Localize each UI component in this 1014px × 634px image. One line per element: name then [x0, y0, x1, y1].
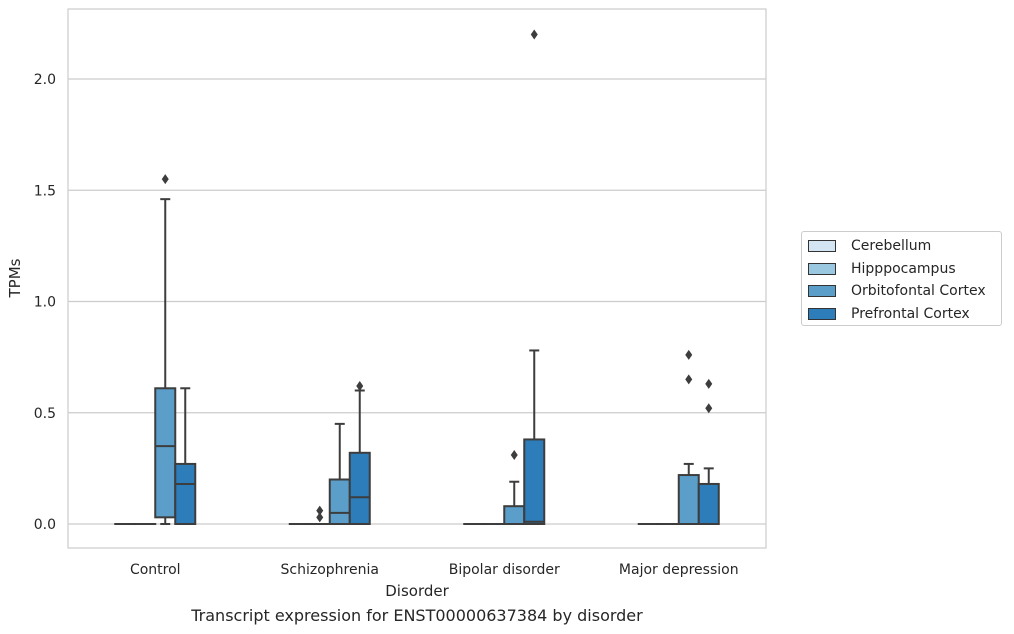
x-tick-label: Bipolar disorder [449, 562, 560, 578]
legend-item: Hipppocampus [808, 258, 1001, 281]
legend-swatch [808, 262, 836, 275]
outlier-point [316, 505, 324, 516]
x-tick-label: Control [130, 562, 181, 578]
box-groups [114, 29, 720, 526]
legend-swatch [808, 240, 836, 253]
y-tick-label: 1.0 [34, 295, 56, 311]
box [677, 474, 700, 525]
box-bipolar-disorder-orbitofontal-cortex [503, 450, 526, 526]
outlier-point [356, 381, 364, 392]
box-control-orbitofontal-cortex [154, 174, 177, 525]
legend-item: Cerebellum [808, 235, 1001, 258]
box [328, 478, 351, 525]
x-tick-label: Major depression [619, 562, 739, 578]
box [503, 505, 526, 526]
y-tick-label: 0.0 [34, 517, 56, 533]
y-tick-label: 2.0 [34, 72, 56, 88]
outlier-point [685, 349, 693, 360]
x-tick-labels: Control Schizophrenia Bipolar disorder Majo… [130, 562, 739, 578]
legend-label: Prefrontal Cortex [851, 305, 970, 322]
outlier-point [510, 450, 518, 461]
outlier-point [161, 174, 169, 185]
y-tick-label: 1.5 [34, 183, 56, 199]
box-control-prefrontal-cortex [174, 387, 197, 525]
outlier-point [530, 29, 538, 40]
box [174, 462, 197, 525]
box-schizophrenia-prefrontal-cortex [348, 381, 371, 525]
legend-item: Orbitofontal Cortex [808, 280, 1001, 303]
outlier-point [685, 374, 693, 385]
box-bipolar-disorder-prefrontal-cortex [523, 29, 546, 526]
legend-label: Cerebellum [851, 238, 932, 255]
x-tick-label: Schizophrenia [281, 562, 379, 578]
legend-label: Orbitofontal Cortex [851, 283, 986, 300]
outlier-point [316, 512, 324, 523]
legend-label: Hipppocampus [851, 260, 956, 277]
box [348, 451, 371, 525]
y-axis-title: TPMs [6, 258, 24, 298]
legend-swatch [808, 307, 836, 320]
box-schizophrenia-hipppocampus [308, 505, 331, 526]
box [523, 438, 546, 526]
outlier-point [705, 378, 713, 389]
x-axis-title: Disorder [385, 582, 449, 600]
legend: Cerebellum Hipppocampus Orbitofontal Corte… [801, 231, 1002, 326]
box-major-depression-orbitofontal-cortex [677, 349, 700, 525]
outlier-point [705, 403, 713, 414]
box [697, 482, 720, 526]
box [154, 387, 177, 519]
box-schizophrenia-orbitofontal-cortex [328, 422, 351, 525]
box-major-depression-prefrontal-cortex [697, 378, 720, 526]
y-tick-labels: 0.0 0.5 1.0 1.5 2.0 [34, 72, 56, 533]
legend-swatch [808, 285, 836, 298]
figure-caption: Transcript expression for ENST0000063738… [191, 606, 643, 625]
legend-item: Prefrontal Cortex [808, 303, 1001, 326]
plot-frame [67, 8, 767, 549]
y-tick-label: 0.5 [34, 406, 56, 422]
